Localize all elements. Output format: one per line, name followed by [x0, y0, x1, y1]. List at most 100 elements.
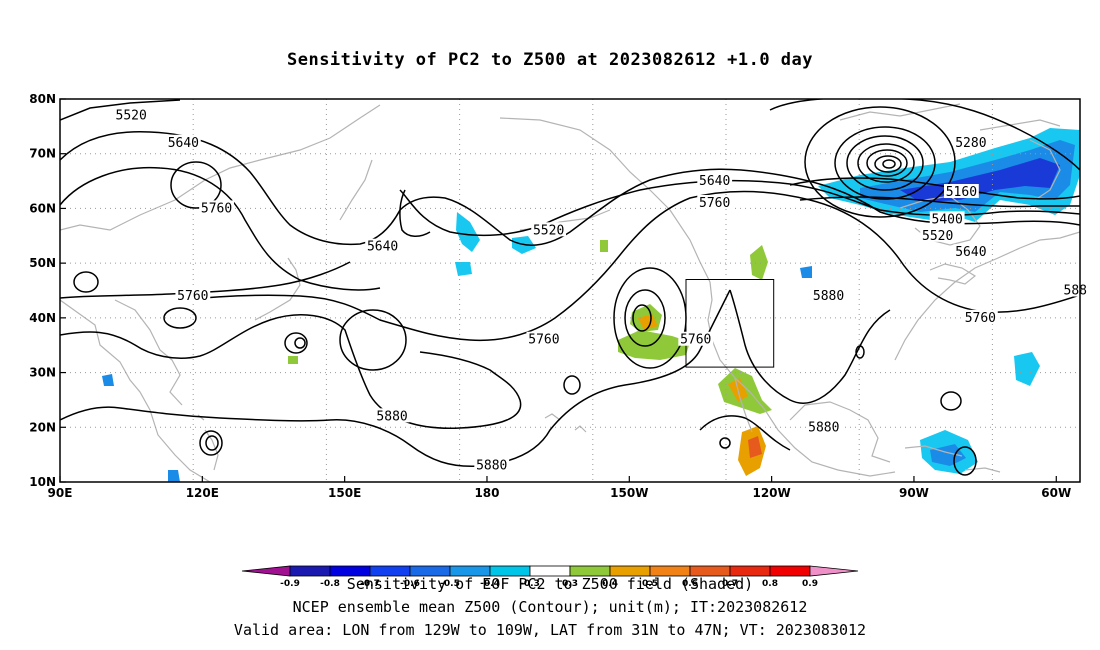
- shade-positive-rockies: [750, 245, 768, 280]
- contour-label-bg: [365, 238, 401, 253]
- contour-label-bg: [474, 457, 510, 472]
- contour-label-bg: [526, 331, 562, 346]
- contour-label-bg: [175, 287, 211, 302]
- contour-label: 5760: [177, 289, 208, 304]
- contour-fiord: [399, 189, 431, 237]
- colorbar-label: -0.9: [280, 579, 300, 589]
- colorbar-label: 0.4: [602, 579, 618, 589]
- contour-5760-c: [179, 190, 1080, 342]
- contour-label: 5520: [922, 229, 953, 244]
- contour-5760-b: [60, 261, 351, 299]
- colorbar: -0.9 -0.8 -0.7 -0.6 -0.5 -0.4 -0.3 0.3 0.4 0.5 0.6…: [241, 565, 859, 589]
- colorbar-label: -0.7: [360, 579, 380, 589]
- contour-label-bg: [953, 244, 989, 259]
- shade-negative-ne-asia: [102, 374, 114, 386]
- contour-label-bg: [697, 173, 733, 188]
- lon-tick-label: 150W: [610, 486, 648, 500]
- shade-negative-na-east: [800, 266, 812, 278]
- shade-positive-pacific-core-mid: [638, 314, 658, 330]
- contour-5880-d: [699, 415, 791, 451]
- lat-tick-label: 20N: [29, 420, 56, 434]
- contour-label-bg: [113, 107, 149, 122]
- shade-negative-atlantic-a: [1014, 352, 1040, 386]
- sensitivity-shading: [102, 128, 1080, 482]
- map-frame: [59, 98, 1081, 483]
- contour-label: 5640: [699, 174, 730, 189]
- lon-tick-label: 120E: [186, 486, 219, 500]
- valid-area-box: [685, 279, 775, 368]
- contour-label-bg: [165, 134, 201, 149]
- shade-negative-hudson-strong: [900, 158, 1060, 202]
- contour-label: 5760: [965, 311, 996, 326]
- contour-arctic: [769, 99, 1080, 171]
- shade-positive-small-2: [600, 240, 608, 252]
- colorbar-label: -0.8: [320, 579, 340, 589]
- colorbar-label: -0.3: [520, 579, 540, 589]
- contour-label: 5520: [116, 108, 147, 123]
- contour-label-bg: [374, 408, 410, 423]
- z500-contours: [60, 99, 1080, 476]
- latitude-ticks: 10N 20N 30N 40N 50N 60N 70N 80N: [29, 92, 66, 489]
- lat-tick-label: 10N: [29, 475, 56, 489]
- colorbar-label: 0.9: [802, 579, 818, 589]
- contour-arctic-c: [799, 196, 1080, 208]
- colorbar-label: 0.7: [722, 579, 738, 589]
- contour-5880: [60, 314, 522, 429]
- footer-line-1: Sensitivity of EOF PC2 to Z500 field (Sh…: [346, 575, 754, 593]
- contour-label-bg: [811, 287, 846, 302]
- contour-label: 5760: [699, 196, 730, 211]
- lat-tick-label: 60N: [29, 201, 56, 215]
- lon-tick-label: 90W: [899, 486, 929, 500]
- lat-tick-label: 70N: [29, 147, 56, 161]
- contour-label-bg: [697, 194, 733, 209]
- colorbar-label: -0.4: [480, 579, 500, 589]
- lon-tick-label: 150E: [328, 486, 361, 500]
- contour-label-bg: [531, 222, 567, 237]
- contour-5760: [60, 166, 381, 291]
- shade-negative-pacific-c: [455, 262, 472, 276]
- contour-label-bg: [1061, 282, 1089, 297]
- colorbar-label: 0.6: [682, 579, 698, 589]
- contour-label: 5760: [528, 333, 559, 348]
- contour-label: 5880: [813, 289, 844, 304]
- contour-label-bg: [962, 309, 998, 324]
- contour-label-bg: [953, 134, 989, 149]
- longitude-ticks: 90E 120E 150E 180 150W 120W 90W 60W: [48, 476, 1071, 500]
- shade-positive-pacific-low: [618, 330, 690, 360]
- lat-tick-label: 80N: [29, 92, 56, 106]
- contour-label: 5640: [955, 245, 986, 260]
- contour-label: 5760: [680, 333, 711, 348]
- contour-label: 5160: [946, 185, 977, 200]
- contour-label-bg: [943, 184, 979, 199]
- shade-negative-scs: [168, 470, 180, 482]
- contour-label: 588: [1064, 284, 1087, 299]
- contour-5520: [60, 99, 181, 121]
- lat-tick-label: 40N: [29, 311, 56, 325]
- footer-line-3: Valid area: LON from 129W to 109W, LAT f…: [233, 621, 867, 639]
- shade-negative-caribbean-core: [930, 444, 966, 466]
- contour-labels: 5520564057605640576055205760588058805640…: [113, 107, 1089, 474]
- contour-label-bg: [678, 331, 714, 346]
- lon-tick-label: 60W: [1041, 486, 1071, 500]
- contour-label: 5400: [932, 212, 963, 227]
- contour-label: 5880: [376, 409, 407, 424]
- contour-label: 5640: [367, 240, 398, 255]
- colorbar-label: 0.5: [642, 579, 658, 589]
- contour-label-bg: [199, 200, 234, 215]
- colorbar-label: -0.5: [440, 579, 460, 589]
- colorbar-label: -0.6: [400, 579, 420, 589]
- colorbar-label: 0.3: [562, 579, 578, 589]
- lat-tick-label: 50N: [29, 256, 56, 270]
- contour-label: 5880: [808, 420, 839, 435]
- coastlines: [60, 103, 1080, 482]
- lon-tick-label: 90E: [48, 486, 73, 500]
- contour-label-bg: [920, 227, 956, 242]
- contour-5640: [60, 131, 1080, 247]
- lon-tick-label: 120W: [752, 486, 790, 500]
- shade-positive-smalls: [288, 356, 298, 364]
- lon-tick-label: 180: [474, 486, 499, 500]
- contour-label: 5520: [533, 223, 564, 238]
- shade-positive-mexico-core: [748, 436, 762, 458]
- footer-line-2: NCEP ensemble mean Z500 (Contour); unit(…: [292, 598, 808, 616]
